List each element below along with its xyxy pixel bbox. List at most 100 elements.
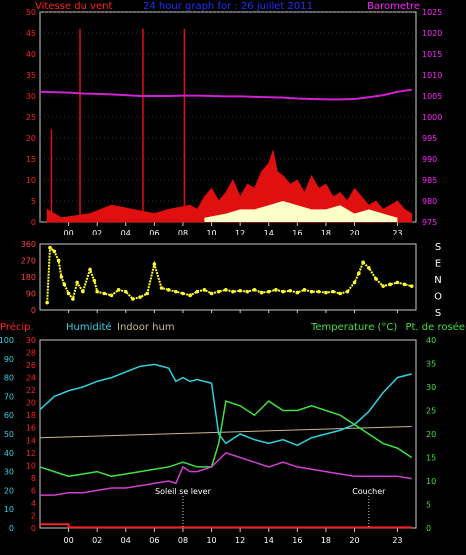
chart1-x-tick: 06 (149, 229, 159, 235)
chart2-y-tick: 0 (31, 306, 36, 315)
wind-direction-point (331, 289, 335, 294)
wind-direction-point (395, 280, 400, 285)
wind-direction-point (131, 297, 135, 301)
chart1-left-tick: 10 (26, 176, 36, 185)
chart2-direction-letter: S (435, 308, 441, 319)
dewpoint-label: Pt. de rosée (405, 321, 465, 333)
humidity-tick: 40 (4, 449, 14, 458)
wind-direction-point (316, 289, 321, 294)
chart1-left-tick: 25 (26, 113, 36, 122)
wind-direction-point (202, 288, 207, 292)
dewpoint-line (40, 451, 412, 496)
chart2-y-tick: 270 (21, 257, 36, 266)
wind-direction-point (92, 278, 97, 283)
temperature-tick: 30 (426, 383, 436, 392)
wind-direction-trace (46, 245, 412, 303)
chart3-frame (39, 339, 417, 529)
wind-direction-point (166, 288, 171, 292)
temperature-tick: 20 (426, 430, 436, 439)
wind-direction-point (62, 282, 67, 287)
precip-tick: 6 (31, 486, 36, 495)
wind-direction-point (295, 290, 300, 295)
wind-direction-point (181, 291, 185, 296)
chart3-x-tick: 02 (92, 536, 102, 545)
wind-direction-point (174, 289, 178, 294)
wind-direction-point (66, 291, 71, 296)
chart1-left-tick: 5 (31, 197, 36, 206)
chart1-right-tick: 1000 (422, 113, 442, 122)
wind-direction-point (266, 289, 271, 294)
wind-direction-point (309, 289, 314, 294)
wind-direction-point (281, 289, 285, 294)
chart1-left-tick: 45 (26, 29, 36, 38)
chart1-right-tick: 1020 (422, 29, 442, 38)
chart1-left-tick: 30 (26, 92, 36, 101)
wind-direction-point (195, 289, 200, 294)
chart3-x-tick: 23 (392, 536, 402, 545)
chart2-y-tick: 90 (26, 290, 36, 299)
wind-direction-point (188, 293, 192, 298)
precip-tick: 28 (26, 349, 36, 358)
humidity-tick: 60 (4, 411, 14, 420)
wind-direction-point (231, 289, 235, 294)
precip-tick: 14 (26, 436, 36, 445)
wind-direction-point (361, 260, 365, 265)
humidity-tick: 20 (4, 486, 14, 495)
humidity-tick: 10 (4, 505, 14, 514)
wind-direction-point (109, 293, 114, 298)
wind-direction-point (402, 282, 407, 287)
precip-tick: 2 (31, 511, 36, 520)
temperature-tick: 15 (426, 454, 436, 463)
wind-direction-point (216, 289, 221, 294)
temperature-tick: 35 (426, 360, 436, 369)
wind-direction-point (75, 280, 79, 285)
chart1-x-tick: 04 (121, 229, 131, 235)
wind-direction-point (274, 288, 278, 292)
wind-direction-point (238, 288, 242, 293)
chart1-left-label: Vitesse du vent (35, 1, 112, 12)
humidity-tick: 70 (4, 392, 14, 401)
wind-direction-point (71, 297, 75, 301)
chart3-x-tick: 12 (235, 536, 245, 545)
wind-direction-point (159, 286, 164, 290)
chart1-x-tick: 16 (292, 229, 302, 235)
precip-tick: 22 (26, 386, 36, 395)
chart2-direction-letter: E (435, 259, 441, 270)
wind-direction-point (81, 289, 85, 294)
chart1-right-tick: 995 (422, 134, 437, 143)
humidity-line (39, 363, 412, 447)
chart1-title: 24 hour graph for : 26 juillet 2011 (143, 1, 313, 12)
wind-direction-point (288, 288, 292, 293)
wind-direction-point (152, 262, 157, 266)
indoor-hum-label: Indoor hum (117, 322, 175, 333)
chart3-x-tick: 18 (321, 536, 331, 545)
wind-direction-point (138, 295, 142, 299)
chart1-right-tick: 1010 (422, 71, 442, 80)
wind-direction-point (209, 291, 214, 296)
chart1-left-tick: 20 (26, 134, 36, 143)
wind-direction-point (345, 289, 350, 294)
wind-direction-point (324, 290, 328, 295)
precip-label: Précip. (0, 321, 34, 333)
wind-direction-point (357, 271, 361, 276)
chart3-x-tick: 20 (349, 536, 359, 545)
temperature-tick: 25 (426, 407, 436, 416)
wind-direction-point (224, 288, 228, 292)
chart2-frame (39, 243, 417, 311)
precip-tick: 16 (26, 424, 36, 433)
precip-tick: 18 (26, 411, 36, 420)
chart1-x-tick: 12 (235, 229, 245, 235)
chart1-left-tick: 0 (31, 218, 36, 227)
precip-tick: 26 (26, 361, 36, 370)
wind-direction-point (52, 249, 57, 254)
precip-tick: 24 (26, 374, 36, 383)
wind-direction-point (302, 288, 307, 292)
chart3-x-tick: 08 (178, 536, 188, 545)
wind-direction-point (116, 288, 121, 292)
chart1-right-tick: 1025 (422, 8, 442, 17)
chart1-left-tick: 15 (26, 155, 36, 164)
wind-direction-point (59, 275, 64, 279)
precip-tick: 30 (26, 336, 36, 345)
